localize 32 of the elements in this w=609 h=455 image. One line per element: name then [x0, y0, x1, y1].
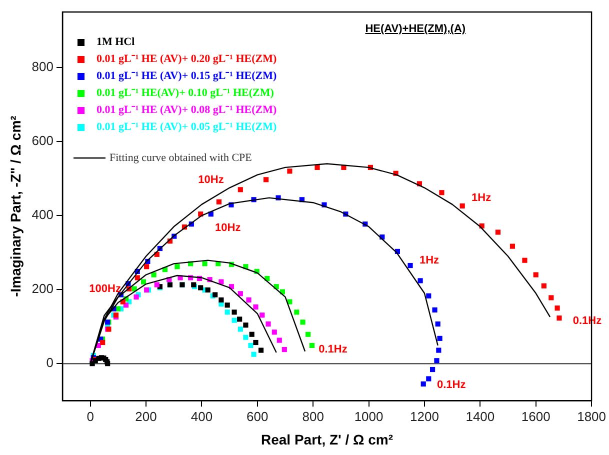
legend-label: 1M HCl [96, 36, 135, 48]
x-tick-label: 0 [86, 408, 94, 424]
x-tick-label: 1200 [410, 408, 439, 424]
x-tick-label: 1800 [577, 408, 606, 424]
annotation: 10Hz [215, 222, 242, 234]
y-tick-label: 0 [46, 355, 54, 370]
annotation: 1Hz [472, 192, 492, 204]
y-tick-label: 400 [32, 207, 54, 222]
x-tick-label: 400 [190, 408, 213, 424]
legend-label: 0.01 gL⁻¹ HE(AV)+ 0.10 gL⁻¹ HE(ZM) [96, 86, 274, 99]
x-tick-label: 1000 [354, 408, 384, 424]
x-tick-label: 1600 [521, 408, 550, 424]
legend-label: 0.01 gL⁻¹ HE (AV)+ 0.05 gL⁻¹ HE(ZM) [96, 120, 277, 133]
annotation: 1Hz [419, 254, 440, 267]
y-tick-label: 600 [32, 133, 54, 148]
y-axis-title: -Imaginary Part, -Z" / Ω cm² [7, 115, 24, 297]
annotation: 100Hz [89, 282, 122, 295]
x-tick-label: 1400 [466, 408, 495, 424]
annotation: 0.1Hz [318, 343, 348, 356]
legend-label: 0.01 gL⁻¹ HE (AV)+ 0.20 gL⁻¹ HE(ZM) [96, 52, 277, 65]
annotation: 10Hz [198, 174, 224, 186]
y-tick-label: 200 [32, 281, 54, 296]
legend-label: 0.01 gL⁻¹ HE (AV)+ 0.08 gL⁻¹ HE(ZM) [96, 104, 277, 116]
x-axis-title: Real Part, Z' / Ω cm² [260, 431, 394, 448]
x-tick-label: 800 [302, 408, 324, 424]
legend-label: Fitting curve obtained with CPE [109, 152, 252, 164]
annotation: 0.1Hz [436, 378, 466, 391]
x-tick-label: 600 [246, 408, 268, 424]
x-tick-label: 200 [135, 408, 157, 424]
legend-label: 0.01 gL⁻¹ HE (AV)+ 0.15 gL⁻¹ HE(ZM) [96, 70, 277, 82]
text: HE(AV)+HE(ZM),(A) [365, 23, 466, 35]
y-tick-label: 800 [32, 59, 54, 74]
